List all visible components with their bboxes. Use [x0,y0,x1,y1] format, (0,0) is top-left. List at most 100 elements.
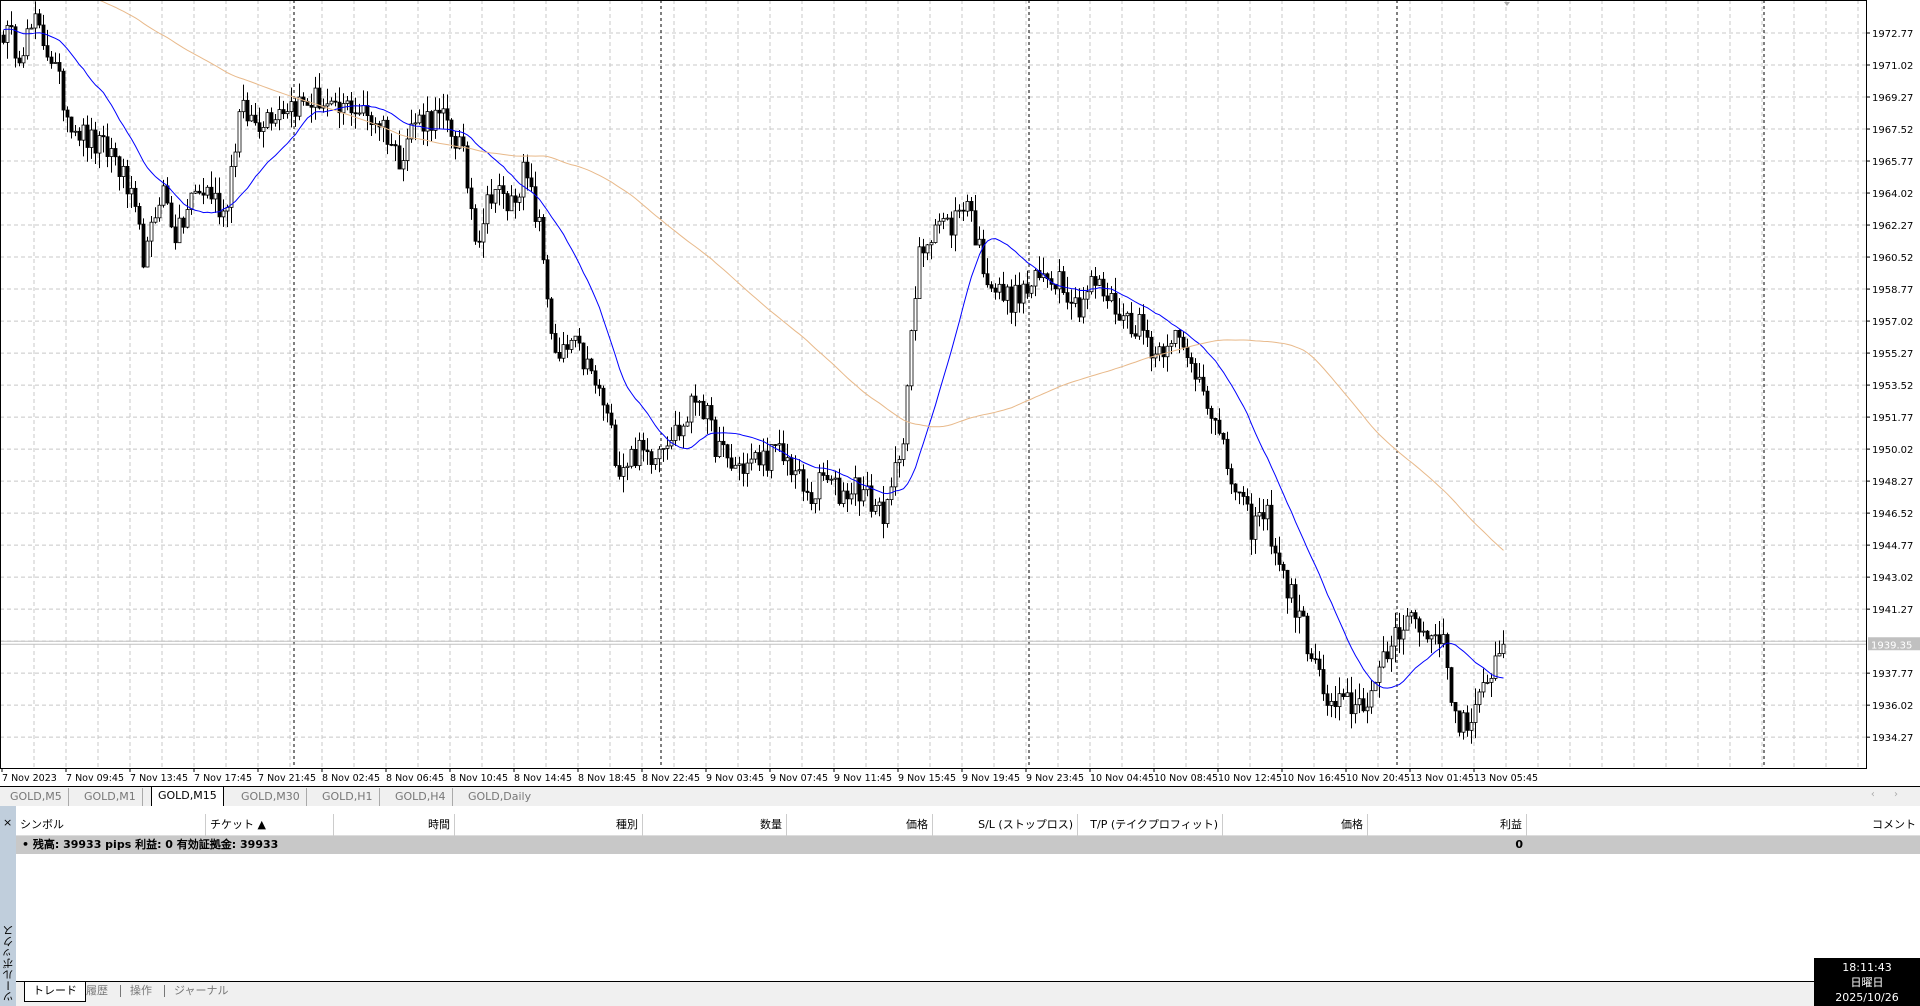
bear-candle-body [169,202,174,228]
bull-candle-body [917,246,922,299]
tab-gold-h4[interactable]: GOLD,H4 [389,788,453,806]
bear-candle-body [41,24,46,47]
bear-candle-body [1313,658,1318,661]
chart-canvas[interactable]: 1972.77 1971.02 1969.27 1967.52 1965.77 1964.… [0,0,1920,786]
bear-candle-body [773,444,778,446]
candle [281,100,286,119]
bull-candle-body [1165,345,1170,358]
col-current-price[interactable]: 価格 [1223,814,1368,836]
bear-candle-body [141,223,146,268]
bull-candle-body [313,87,318,108]
candle [341,93,346,125]
candle [769,444,774,479]
candle [117,155,122,191]
candle [1473,688,1478,739]
bear-candle-body [1017,284,1022,304]
candle [301,92,306,106]
candle [405,128,410,171]
bull-candle-body [361,105,366,114]
candle [293,98,298,127]
bear-candle-body [9,25,14,28]
bear-candle-body [1449,667,1454,703]
bear-candle-body [1149,336,1154,359]
bear-candle-body [1229,468,1234,485]
close-icon[interactable]: × [3,816,13,829]
balance-row[interactable]: • 残高: 39933 pips 利益: 0 有効証拠金: 39933 0 [16,836,1920,854]
bull-candle-body [813,498,818,504]
bear-candle-body [1457,710,1462,733]
time-tick-label: 10 Nov 04:45 [1090,773,1154,784]
bear-candle-body [981,238,986,275]
bull-candle-body [345,100,350,104]
col-price[interactable]: 価格 [787,814,933,836]
col-time[interactable]: 時間 [334,814,455,836]
bear-candle-body [801,469,806,492]
bull-candle-body [497,185,502,190]
tab-gold-m30[interactable]: GOLD,M30 [235,788,307,806]
bear-candle-body [45,45,50,58]
bull-candle-body [381,119,386,128]
bear-candle-body [1221,432,1226,440]
bear-candle-body [1361,698,1366,712]
tab-separator [164,985,165,997]
candle [1485,674,1490,685]
candle [1293,578,1298,633]
bull-candle-body [665,445,670,449]
candle [673,410,678,446]
candle [1369,680,1374,714]
tab-gold-daily[interactable]: GOLD,Daily [468,790,532,803]
col-profit[interactable]: 利益 [1368,814,1527,836]
tab-history[interactable]: 履歴 [86,984,108,997]
col-tp[interactable]: T/P (テイクプロフィット) [1078,814,1223,836]
col-symbol[interactable]: シンボル [16,814,206,836]
bull-candle-body [1197,376,1202,380]
candle [1221,432,1226,445]
candle [941,212,946,230]
tab-gold-m5[interactable]: GOLD,M5 [4,788,69,806]
candle [385,116,390,155]
system-clock[interactable]: 18:11:43 日曜日 2025/10/26 [1814,958,1920,1006]
candle [1057,259,1062,304]
bull-candle-body [1089,276,1094,293]
col-type[interactable]: 種別 [455,814,643,836]
col-ticket[interactable]: チケット ▲ [206,814,334,836]
bull-candle-body [749,458,754,464]
bull-candle-body [249,114,254,122]
bull-candle-body [1473,704,1478,723]
bear-candle-body [1245,496,1250,505]
col-sl[interactable]: S/L (ストップロス) [933,814,1078,836]
bull-candle-body [493,189,498,204]
tab-gold-m15[interactable]: GOLD,M15 [151,787,224,807]
candle [93,121,98,165]
col-comment[interactable]: コメント [1872,818,1916,831]
tab-gold-h1[interactable]: GOLD,H1 [316,788,380,806]
candle [497,173,502,206]
bear-candle-body [1437,634,1442,645]
bear-candle-body [117,156,122,177]
candle [1197,363,1202,383]
bull-candle-body [953,210,958,236]
candle [9,11,14,35]
tab-gold-m1[interactable]: GOLD,M1 [78,788,143,806]
candle [197,184,202,195]
tab-trade[interactable]: トレード [24,982,86,1002]
candle [657,446,662,473]
tab-operations[interactable]: 操作 [130,984,152,997]
candle [1497,640,1502,657]
bull-candle-body [793,470,798,476]
bear-candle-body [1453,702,1458,712]
bull-candle-body [1257,512,1262,517]
bear-candle-body [633,448,638,467]
time-tick-label: 8 Nov 10:45 [450,773,508,784]
candle [1301,606,1306,617]
candle [5,20,10,59]
candle [457,129,462,150]
tab-journal[interactable]: ジャーナル [174,984,229,997]
col-volume[interactable]: 数量 [643,814,787,836]
price-chart[interactable]: 1972.77 1971.02 1969.27 1967.52 1965.77 1964.… [0,0,1920,786]
bull-candle-body [73,130,78,133]
tab-scroll-arrows-icon[interactable]: ‹ › [1870,789,1906,800]
time-tick-label: 10 Nov 08:45 [1154,773,1218,784]
candle [1133,325,1138,339]
candle [13,24,18,68]
